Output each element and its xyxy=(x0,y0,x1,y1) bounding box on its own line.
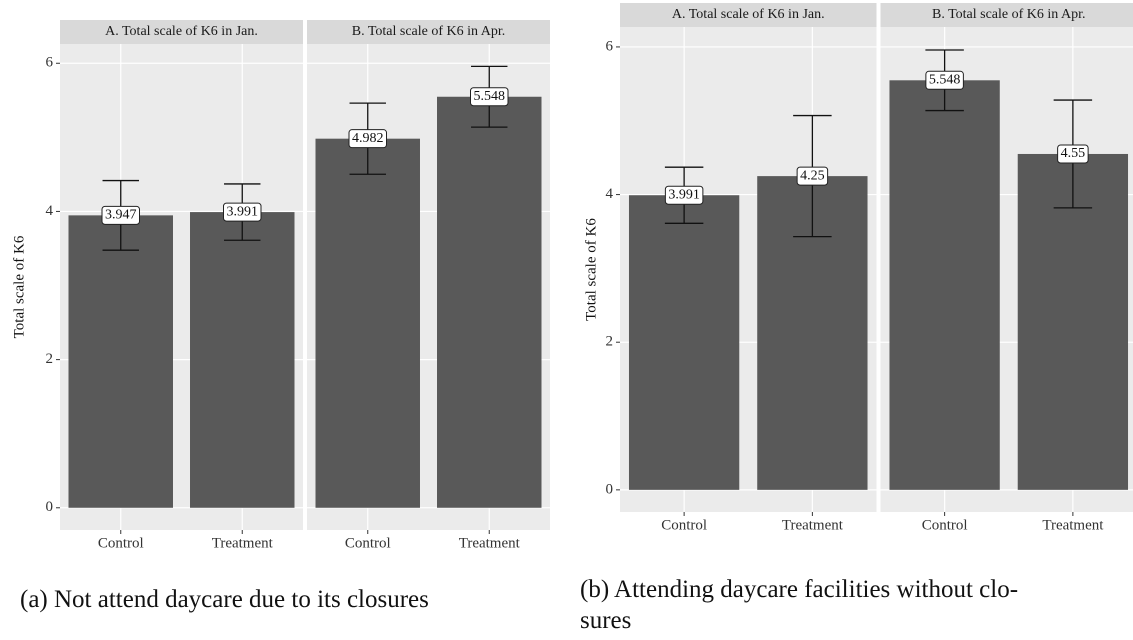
value-label-box xyxy=(925,70,964,90)
facet-strip xyxy=(620,3,877,27)
x-tick-label: Treatment xyxy=(782,517,844,533)
value-label: 4.982 xyxy=(352,131,384,146)
x-tick-label: Control xyxy=(345,535,391,551)
y-tick-label: 4 xyxy=(606,186,614,202)
facet-title: B. Total scale of K6 in Apr. xyxy=(352,24,506,39)
bar xyxy=(68,215,173,508)
facet-strip xyxy=(60,20,303,44)
y-tick-label: 4 xyxy=(46,203,54,219)
facet-title: A. Total scale of K6 in Jan. xyxy=(105,24,258,39)
value-label: 3.991 xyxy=(227,204,259,219)
y-axis-label: Total scale of K6 xyxy=(11,235,27,338)
y-tick-label: 0 xyxy=(606,481,614,497)
caption: (a) Not attend daycare due to its closur… xyxy=(20,586,429,613)
facet-title: B. Total scale of K6 in Apr. xyxy=(932,7,1086,22)
value-label-box xyxy=(664,185,704,205)
value-label-box xyxy=(348,129,387,149)
value-label-box xyxy=(1057,144,1089,164)
x-tick-label: Treatment xyxy=(459,535,521,551)
value-label-box xyxy=(796,166,829,186)
value-label: 5.548 xyxy=(474,89,506,104)
value-label: 3.991 xyxy=(668,187,700,202)
x-tick-label: Control xyxy=(98,535,144,551)
bar xyxy=(1017,153,1129,490)
bar xyxy=(437,96,542,508)
x-tick-label: Treatment xyxy=(1042,517,1104,533)
facet-strip xyxy=(880,3,1133,27)
y-axis-label: Total scale of K6 xyxy=(583,218,599,321)
value-label-box xyxy=(223,202,262,222)
bar xyxy=(889,80,1000,490)
bar xyxy=(190,212,295,508)
value-label-box xyxy=(101,205,140,225)
y-tick-label: 6 xyxy=(606,38,614,54)
value-label: 4.25 xyxy=(800,168,825,183)
caption: sures xyxy=(580,607,631,634)
x-tick-label: Control xyxy=(661,517,707,533)
y-tick-label: 2 xyxy=(606,334,614,350)
value-label: 4.55 xyxy=(1061,146,1086,161)
y-tick-label: 2 xyxy=(46,351,54,367)
value-label: 3.947 xyxy=(105,208,137,223)
bar xyxy=(628,195,740,490)
value-label: 5.548 xyxy=(929,73,961,88)
facet-title: A. Total scale of K6 in Jan. xyxy=(672,7,825,22)
x-tick-label: Treatment xyxy=(212,535,274,551)
caption: (b) Attending daycare facilities without… xyxy=(580,576,1018,603)
y-tick-label: 6 xyxy=(46,55,54,71)
facet-strip xyxy=(307,20,550,44)
bar xyxy=(315,138,420,508)
y-tick-label: 0 xyxy=(46,499,54,515)
value-label-box xyxy=(470,87,509,107)
x-tick-label: Control xyxy=(922,517,968,533)
